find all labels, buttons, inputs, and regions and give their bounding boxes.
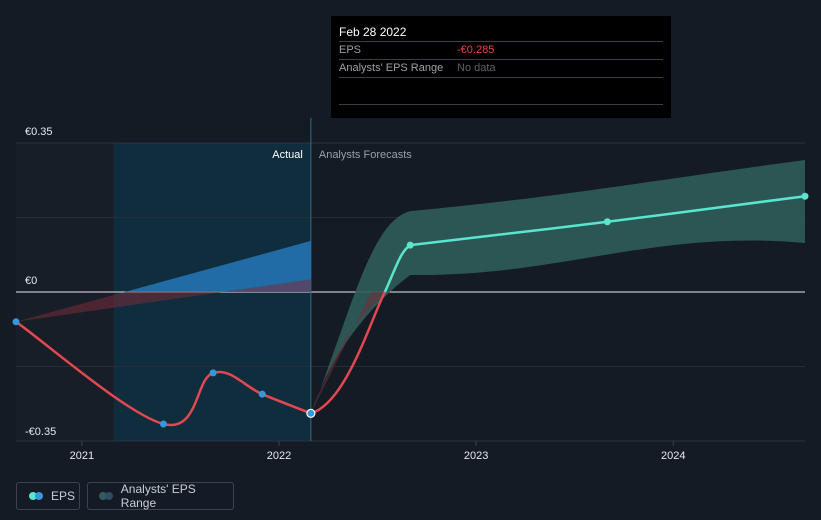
forecast-range-band — [310, 160, 805, 414]
eps-actual-point — [306, 408, 316, 418]
historic-range-negative — [16, 279, 311, 322]
eps-forecast-point — [603, 218, 611, 226]
legend-range-label: Analysts' EPS Range — [120, 482, 196, 510]
legend-range[interactable]: Analysts' EPS Range — [87, 482, 234, 510]
eps-actual-line — [15, 320, 312, 427]
tooltip-eps-value: -€0.285 — [457, 44, 495, 56]
range-swatch-icon — [99, 492, 115, 500]
tooltip-range-row: Analysts' EPS Range No data — [339, 59, 663, 77]
x-tick-label: 2023 — [464, 450, 488, 462]
tooltip-eps-label: EPS — [339, 44, 362, 56]
x-tick-label: 2021 — [70, 450, 94, 462]
eps-swatch-icon — [29, 492, 45, 500]
forecast-range-negative — [310, 292, 385, 414]
tooltip-spacer — [339, 77, 663, 104]
eps-actual-point — [209, 369, 217, 377]
eps-actual-point — [159, 420, 167, 428]
y-tick-label: -€0.35 — [25, 426, 56, 438]
y-tick-label: €0 — [25, 275, 37, 287]
forecast-region-label: Analysts Forecasts — [319, 149, 412, 161]
eps-transition-negative-line — [310, 291, 386, 415]
x-tick-label: 2024 — [661, 450, 685, 462]
eps-forecast-point — [406, 241, 414, 249]
hover-tooltip: Feb 28 2022 EPS -€0.285 Analysts' EPS Ra… — [331, 16, 671, 118]
tooltip-range-value: No data — [457, 62, 496, 74]
eps-forecast-point — [801, 192, 809, 200]
eps-actual-point — [258, 390, 266, 398]
tooltip-eps-row: EPS -€0.285 — [339, 41, 663, 59]
legend-eps-label: EPS — [51, 489, 76, 503]
tooltip-range-label: Analysts' EPS Range — [339, 62, 444, 74]
legend-eps[interactable]: EPS — [16, 482, 80, 510]
tooltip-date: Feb 28 2022 — [339, 25, 407, 39]
historic-range-positive — [124, 240, 311, 292]
actual-region-label: Actual — [272, 149, 303, 161]
x-tick-label: 2022 — [267, 450, 291, 462]
y-tick-label: €0.35 — [25, 126, 53, 138]
tooltip-divider — [339, 104, 663, 105]
eps-actual-point — [12, 318, 20, 326]
